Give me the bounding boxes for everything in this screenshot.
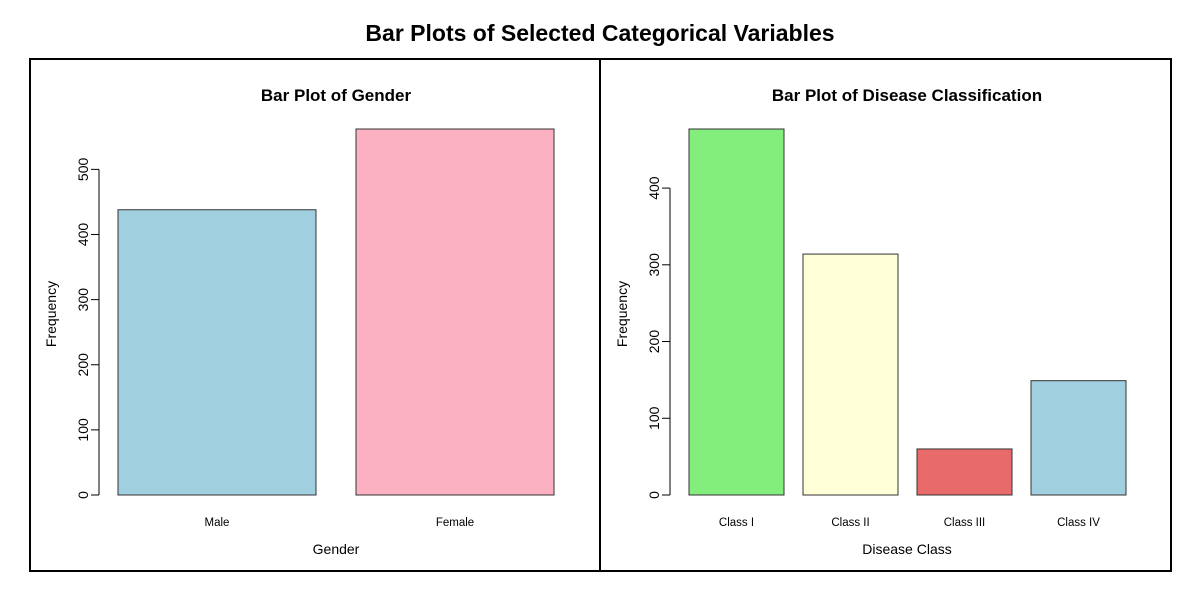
disease-bar-class-iv	[1030, 380, 1127, 496]
gender-y-tick-label-200: 200	[75, 353, 91, 377]
disease-y-tick-label-300: 300	[646, 253, 662, 277]
disease-x-axis-label: Disease Class	[862, 541, 951, 557]
gender-y-tick-label-400: 400	[75, 223, 91, 247]
disease-bar-class-ii	[802, 253, 899, 496]
disease-panel: Bar Plot of Disease Classification Disea…	[599, 58, 1172, 572]
disease-y-axis-label: Frequency	[614, 281, 630, 347]
gender-bars	[117, 128, 555, 496]
gender-category-labels: Male Female	[205, 517, 475, 529]
disease-bar-class-i	[688, 128, 785, 496]
disease-y-tick-label-400: 400	[646, 176, 662, 200]
disease-y-tick-label-200: 200	[646, 330, 662, 354]
gender-y-tick-label-300: 300	[75, 288, 91, 312]
disease-category-label-class-iv: Class IV	[1057, 517, 1100, 529]
figure-title: Bar Plots of Selected Categorical Variab…	[365, 20, 834, 46]
gender-y-axis-label: Frequency	[43, 281, 59, 347]
gender-bar-female	[355, 128, 555, 496]
disease-y-tick-label-0: 0	[646, 491, 662, 499]
disease-panel-frame	[599, 58, 1172, 572]
disease-y-axis: 0 100 200 300 400	[646, 176, 671, 499]
gender-y-tick-label-100: 100	[75, 418, 91, 442]
gender-chart-title: Bar Plot of Gender	[261, 86, 412, 105]
gender-category-label-female: Female	[436, 517, 474, 529]
disease-bar-class-iii	[916, 448, 1013, 496]
gender-y-tick-label-0: 0	[75, 491, 91, 499]
disease-bars	[688, 128, 1127, 496]
gender-panel: Bar Plot of Gender Gender Frequency Male…	[29, 58, 601, 572]
gender-y-tick-label-500: 500	[75, 157, 91, 181]
gender-x-axis-label: Gender	[313, 541, 360, 557]
gender-bar-male	[117, 209, 317, 496]
gender-category-label-male: Male	[205, 517, 230, 529]
disease-chart-title: Bar Plot of Disease Classification	[772, 86, 1042, 105]
disease-category-label-class-i: Class I	[719, 517, 754, 529]
disease-category-labels: Class I Class II Class III Class IV	[719, 517, 1100, 529]
disease-y-tick-label-100: 100	[646, 406, 662, 430]
gender-y-axis: 0 100 200 300 400 500	[75, 157, 100, 499]
disease-category-label-class-ii: Class II	[831, 517, 869, 529]
disease-category-label-class-iii: Class III	[944, 517, 986, 529]
